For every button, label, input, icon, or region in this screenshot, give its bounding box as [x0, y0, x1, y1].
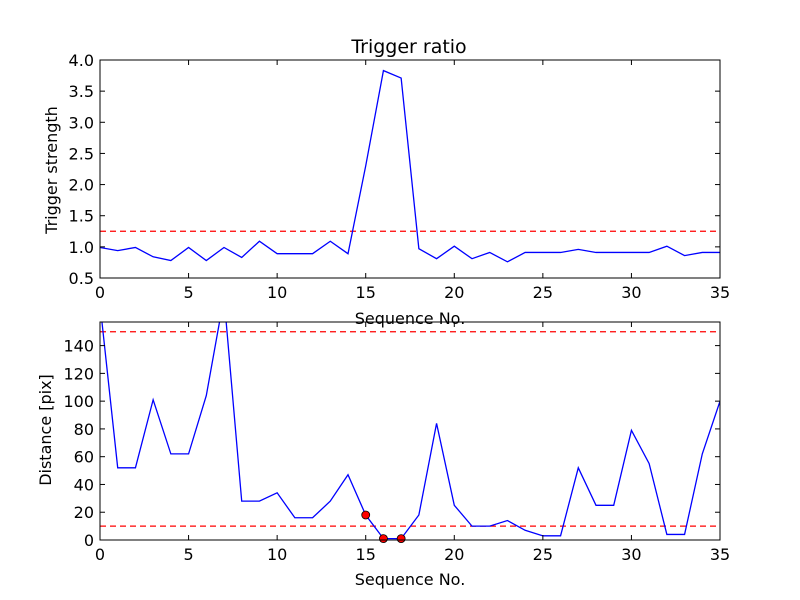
y-tick-label: 20	[74, 503, 94, 522]
x-ticks: 0 5 10 15 20 25 30 35	[95, 322, 730, 564]
data-marker	[361, 510, 371, 520]
y-tick-label: 3.0	[69, 113, 94, 132]
y-tick-label: 120	[63, 364, 94, 383]
x-tick-label: 5	[183, 283, 193, 302]
y-tick-label: 4.0	[69, 51, 94, 70]
x-tick-label: 20	[444, 283, 464, 302]
y-tick-label: 0.5	[69, 269, 94, 288]
x-tick-label: 15	[356, 545, 376, 564]
y-axis-label: Distance [pix]	[36, 374, 55, 486]
y-axis-label: Trigger strength	[42, 106, 61, 235]
x-tick-label: 15	[356, 283, 376, 302]
y-tick-label: 60	[74, 448, 94, 467]
y-ticks: 0 20 40 60 80 100 120 140	[63, 337, 720, 550]
chart-title: Trigger ratio	[350, 36, 466, 58]
y-tick-label: 1.0	[69, 238, 94, 257]
y-tick-label: 0	[84, 531, 94, 550]
data-marker	[379, 534, 388, 544]
x-tick-label: 35	[710, 545, 730, 564]
x-tick-label: 25	[533, 545, 553, 564]
x-tick-label: 25	[533, 283, 553, 302]
x-tick-label: 10	[267, 545, 287, 564]
y-tick-label: 3.5	[69, 82, 94, 101]
y-tick-label: 1.5	[69, 207, 94, 226]
y-tick-label: 40	[74, 475, 94, 494]
x-axis-label: Sequence No.	[355, 570, 466, 589]
x-tick-label: 30	[621, 545, 641, 564]
markers	[361, 510, 406, 544]
x-tick-label: 20	[444, 545, 464, 564]
y-tick-label: 100	[63, 392, 94, 411]
x-ticks: 0 5 10 15 20 25 30 35	[95, 60, 730, 302]
data-marker	[396, 534, 406, 544]
y-ticks: 0.5 1.0 1.5 2.0 2.5 3.0 3.5 4.0	[69, 51, 720, 288]
trigger-ratio-panel: Trigger ratio 0 5 10 15 20 25 30 35 0.5 1.0 1.5 2.…	[42, 36, 730, 328]
plot-frame	[99, 321, 721, 541]
plot-frame	[99, 59, 721, 279]
y-tick-label: 2.0	[69, 176, 94, 195]
y-tick-label: 80	[74, 420, 94, 439]
distance-panel: 0 5 10 15 20 25 30 35 0 20 40 60 80 100 120 140 Sequen…	[36, 321, 730, 589]
x-tick-label: 0	[95, 283, 105, 302]
x-tick-label: 10	[267, 283, 287, 302]
x-tick-label: 0	[95, 545, 105, 564]
x-tick-label: 35	[710, 283, 730, 302]
y-tick-label: 140	[63, 337, 94, 356]
x-tick-label: 5	[183, 545, 193, 564]
distance-series	[101, 322, 720, 540]
y-tick-label: 2.5	[69, 144, 94, 163]
x-tick-label: 30	[621, 283, 641, 302]
trigger-strength-series	[100, 69, 720, 263]
x-axis-label: Sequence No.	[355, 309, 466, 328]
